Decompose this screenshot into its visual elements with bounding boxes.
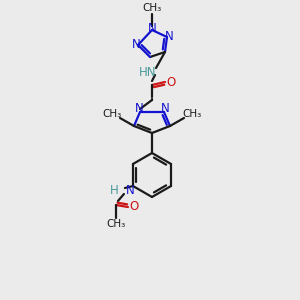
Text: N: N: [148, 22, 156, 35]
Text: N: N: [135, 103, 143, 116]
Text: O: O: [167, 76, 176, 88]
Text: CH₃: CH₃: [102, 109, 122, 119]
Text: N: N: [160, 103, 169, 116]
Text: H: H: [110, 184, 119, 196]
Text: N: N: [126, 184, 135, 197]
Text: O: O: [129, 200, 139, 214]
Text: CH₃: CH₃: [142, 3, 162, 13]
Text: N: N: [132, 38, 140, 52]
Text: CH₃: CH₃: [182, 109, 202, 119]
Text: CH₃: CH₃: [106, 219, 126, 229]
Text: HN: HN: [139, 65, 157, 79]
Text: N: N: [165, 31, 173, 44]
